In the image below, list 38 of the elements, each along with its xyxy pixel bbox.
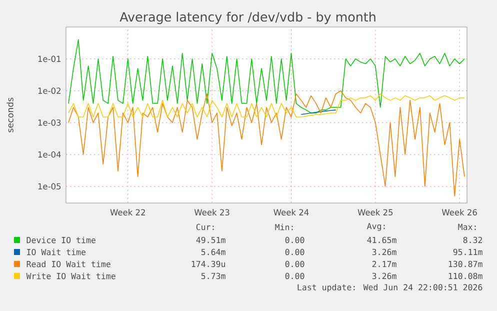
legend-label: Read IO Wait time bbox=[26, 260, 110, 268]
text: 95.11m bbox=[453, 248, 482, 256]
text: Avg: bbox=[366, 223, 385, 231]
legend-label: Device IO time bbox=[26, 236, 96, 244]
y-tick-label: 1e-03 bbox=[38, 119, 61, 126]
text: 2.17m bbox=[372, 260, 396, 268]
text: 174.39u bbox=[192, 260, 225, 268]
text: 8.32 bbox=[463, 236, 482, 244]
text: 0.00 bbox=[285, 236, 304, 244]
line-series bbox=[68, 93, 465, 118]
text: Min: bbox=[275, 224, 293, 230]
text: 5.73m bbox=[201, 272, 226, 280]
legend-label: IO Wait time bbox=[27, 248, 86, 256]
x-tick-label: Week 23 bbox=[194, 209, 230, 216]
text: 3.26m bbox=[372, 248, 396, 256]
x-tick-label: Week 22 bbox=[110, 209, 145, 216]
x-tick-label: Week 25 bbox=[358, 209, 393, 216]
y-tick-label: 1e-01 bbox=[38, 56, 61, 62]
text: 49.51m bbox=[196, 236, 226, 244]
chart-title: Average latency for /dev/vdb - by month bbox=[120, 12, 376, 24]
text: Max: bbox=[458, 224, 476, 230]
text: 0.00 bbox=[285, 248, 304, 256]
text: 5.64m bbox=[201, 248, 226, 256]
text: 0.00 bbox=[285, 260, 304, 268]
x-tick-label: Week 26 bbox=[442, 209, 477, 216]
text: 3.26m bbox=[372, 272, 396, 280]
text: 130.87m bbox=[448, 260, 482, 268]
text: 0.00 bbox=[285, 272, 304, 280]
x-tick-label: Week 24 bbox=[274, 209, 309, 216]
y-tick-label: 1e-05 bbox=[38, 183, 61, 190]
y-tick-label: 1e-02 bbox=[38, 88, 60, 94]
y-tick-label: 1e-04 bbox=[38, 151, 61, 158]
text: 110.08m bbox=[448, 272, 482, 280]
text: Cur: bbox=[196, 224, 214, 230]
y-axis-title: seconds bbox=[6, 98, 14, 132]
legend-label: Write IO Wait time bbox=[26, 272, 116, 280]
text: Last update: Wed Jun 24 22:00:51 2026 bbox=[298, 284, 482, 292]
text: 41.65m bbox=[367, 236, 396, 244]
